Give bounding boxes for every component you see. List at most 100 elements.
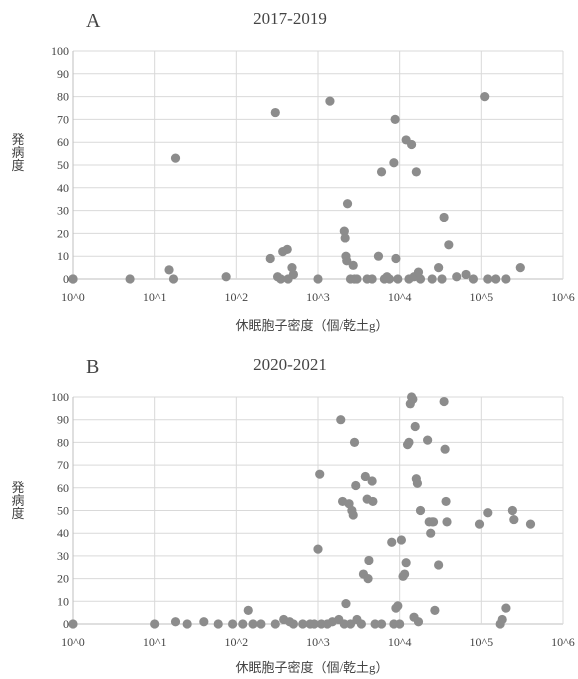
data-point — [168, 274, 179, 284]
data-point — [401, 558, 411, 568]
data-point — [415, 274, 426, 284]
data-point — [393, 274, 403, 284]
data-point — [170, 617, 181, 627]
data-point — [68, 274, 78, 284]
data-point — [426, 528, 436, 538]
data-point — [404, 437, 414, 447]
data-point — [315, 469, 325, 479]
x-tick-label: 10^3 — [306, 635, 330, 649]
data-point — [348, 260, 358, 270]
y-tick-label: 40 — [57, 181, 69, 195]
data-point — [390, 114, 400, 124]
data-point — [276, 274, 286, 284]
data-point — [427, 274, 437, 284]
data-point — [351, 480, 361, 491]
data-point — [400, 569, 410, 579]
x-tick-label: 10^5 — [470, 290, 494, 304]
data-point — [393, 601, 403, 611]
x-tick-label: 10^4 — [388, 635, 412, 649]
y-tick-label: 70 — [57, 458, 69, 472]
data-point — [363, 574, 373, 584]
data-point — [170, 153, 181, 163]
data-point — [373, 251, 384, 261]
data-point — [461, 269, 471, 280]
y-tick-label: 10 — [57, 594, 69, 608]
data-point — [213, 619, 223, 629]
data-point — [298, 619, 308, 629]
data-point — [376, 167, 387, 177]
y-tick-label: 100 — [51, 390, 69, 404]
data-point — [150, 619, 160, 629]
data-point — [265, 253, 275, 264]
data-point — [452, 272, 462, 282]
data-point — [483, 274, 493, 284]
y-tick-label: 0 — [63, 617, 69, 631]
data-point — [483, 508, 493, 518]
data-point — [238, 619, 248, 629]
y-tick-label: 30 — [57, 204, 69, 218]
data-point — [408, 394, 418, 404]
data-point — [227, 619, 238, 629]
data-point — [525, 519, 536, 529]
y-tick-label: 30 — [57, 549, 69, 563]
x-tick-label: 10^2 — [225, 635, 249, 649]
data-point — [287, 263, 297, 273]
y-tick-label: 50 — [57, 158, 69, 172]
data-point — [497, 614, 507, 625]
data-point — [396, 535, 406, 545]
data-point — [352, 274, 362, 284]
y-tick-label: 80 — [57, 90, 69, 104]
x-tick-label: 10^1 — [143, 290, 167, 304]
y-tick-label: 90 — [57, 67, 69, 81]
data-point — [509, 514, 519, 525]
data-point — [507, 505, 517, 516]
panel-a-label: A — [86, 10, 101, 32]
panel-a-y-axis-label: 発病度 — [10, 133, 25, 172]
y-tick-label: 20 — [57, 572, 69, 586]
y-tick-label: 0 — [63, 272, 69, 286]
data-point — [364, 555, 374, 566]
data-point — [309, 619, 319, 629]
data-point — [437, 274, 447, 284]
data-point — [336, 415, 346, 425]
data-point — [349, 437, 360, 447]
data-point — [270, 107, 280, 118]
panel-b-chart: B 2020-2021 発病度 休眠胞子密度（個/乾土g） 0 10 20 30 40 5… — [10, 355, 575, 675]
data-point — [430, 605, 440, 615]
data-point — [313, 544, 323, 554]
data-point — [270, 619, 280, 629]
x-tick-label: 10^3 — [306, 290, 330, 304]
data-point — [474, 519, 485, 529]
panel-a-x-axis-label: 休眠胞子密度（個/乾土g） — [235, 318, 388, 333]
data-point — [342, 256, 352, 266]
x-tick-label: 10^6 — [551, 290, 575, 304]
data-point — [288, 269, 299, 280]
x-tick-label: 10^4 — [388, 290, 412, 304]
data-point — [384, 274, 395, 284]
panel-b-x-axis-label: 休眠胞子密度（個/乾土g） — [235, 660, 388, 675]
y-tick-label: 60 — [57, 481, 69, 495]
data-point — [256, 619, 266, 629]
data-point — [340, 233, 350, 243]
data-point — [444, 240, 454, 250]
data-point — [360, 471, 370, 482]
data-point — [434, 263, 444, 273]
data-point — [221, 272, 231, 282]
data-point — [441, 496, 451, 507]
y-tick-label: 90 — [57, 413, 69, 427]
panel-a-chart: A 2017-2019 発病度 休眠胞子密度（個/乾土g） 0 10 20 30 40 5… — [10, 9, 575, 333]
x-tick-label: 10^6 — [551, 635, 575, 649]
x-tick-label: 10^0 — [61, 290, 85, 304]
data-point — [182, 619, 192, 629]
y-tick-label: 40 — [57, 526, 69, 540]
data-point — [395, 619, 405, 629]
data-point — [313, 274, 323, 284]
x-tick-label: 10^2 — [225, 290, 249, 304]
panel-b-label: B — [86, 356, 99, 378]
data-point — [491, 274, 501, 284]
data-point — [356, 619, 367, 629]
data-point — [428, 517, 439, 527]
y-tick-label: 10 — [57, 249, 69, 263]
data-point — [387, 537, 397, 547]
